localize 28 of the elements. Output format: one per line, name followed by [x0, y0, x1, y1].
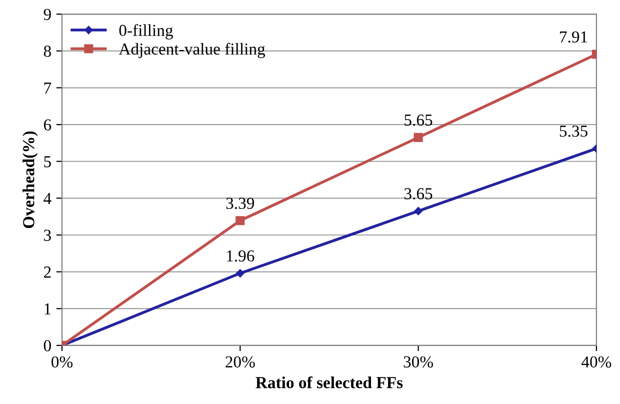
x-tick-label: 0% [52, 356, 73, 368]
y-axis-title: Overhead(%) [22, 131, 38, 228]
point [414, 132, 423, 142]
y-tick-label: 2 [44, 266, 51, 278]
y-tick-label: 4 [44, 192, 52, 204]
y-tick-label: 0 [44, 340, 51, 352]
data-label: 5.35 [560, 126, 588, 137]
data-label: 7.91 [560, 31, 588, 43]
data-label: 3.39 [226, 198, 254, 209]
y-tick-label: 3 [44, 230, 51, 241]
y-tick-label: 6 [44, 119, 52, 131]
x-tick-label: 20% [226, 356, 255, 368]
legend-label: 0-filling [119, 24, 173, 40]
y-tick-label: 8 [44, 46, 51, 57]
y-tick-label: 5 [44, 156, 51, 168]
x-tick-label: 40% [581, 356, 612, 368]
point [236, 216, 245, 226]
y-tick-label: 9 [44, 8, 51, 20]
point [236, 269, 244, 278]
data-label: 3.65 [404, 188, 432, 200]
y-tick-label: 7 [44, 82, 52, 94]
point [414, 206, 422, 216]
y-tick-label: 1 [44, 303, 51, 314]
data-label: 1.96 [227, 250, 254, 262]
x-tick-label: 30% [404, 356, 433, 368]
data-label: 5.65 [404, 114, 432, 126]
x-axis-title: Ratio of selected FFs [256, 376, 403, 388]
legend-label: Adjacent-value filling [118, 42, 266, 58]
